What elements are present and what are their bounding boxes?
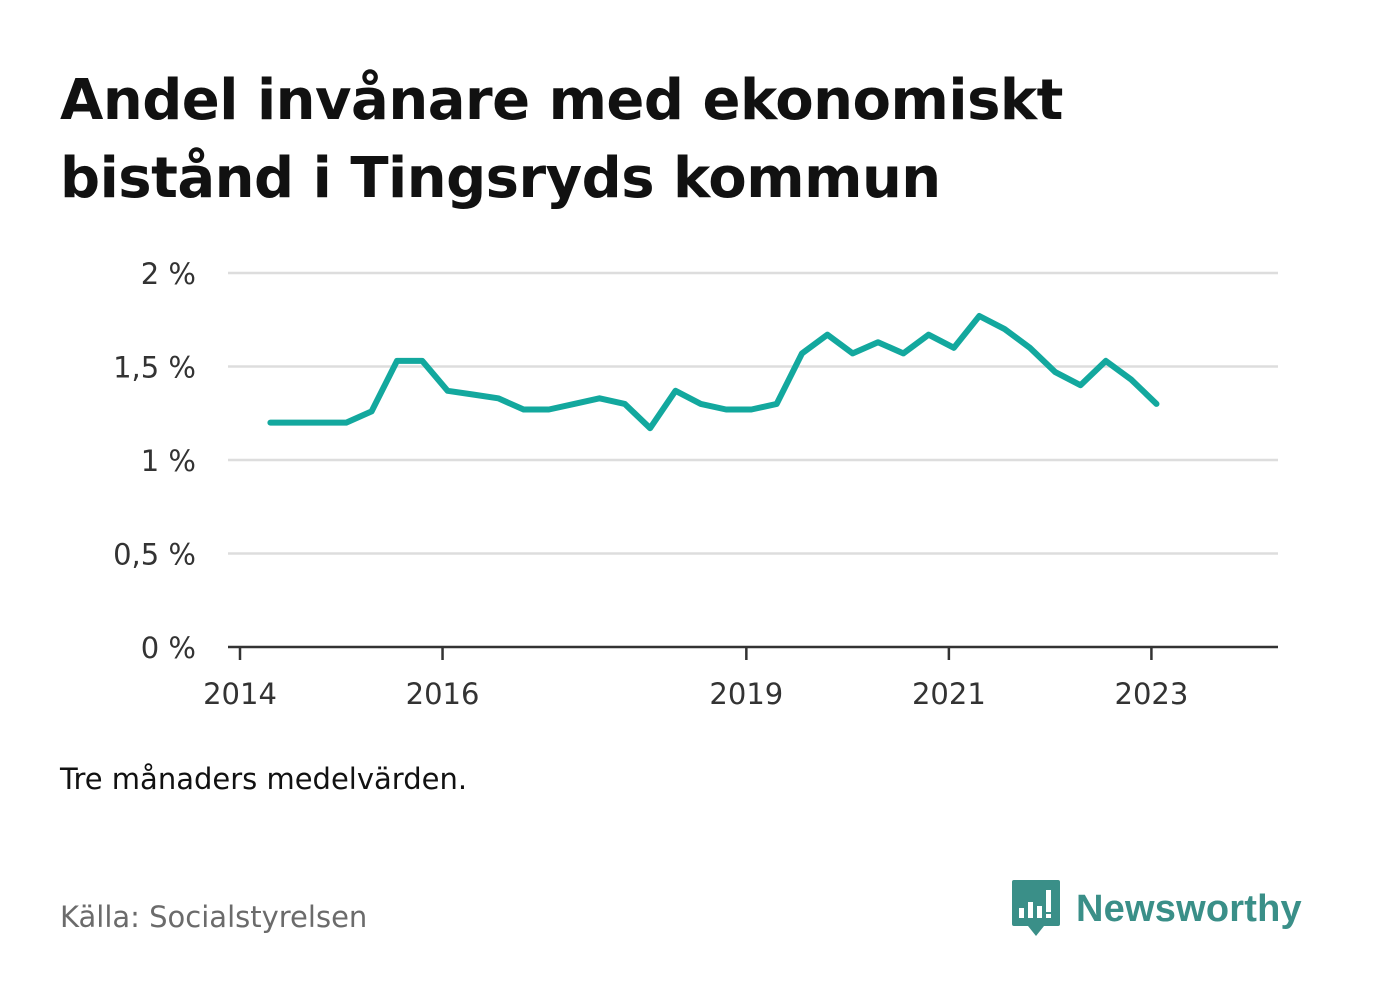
data-point <box>293 420 299 426</box>
data-point <box>445 388 451 394</box>
y-tick-label: 0,5 % <box>113 538 196 572</box>
data-point <box>546 407 552 413</box>
data-point <box>1002 326 1008 332</box>
data-point <box>369 408 375 414</box>
data-point <box>597 395 603 401</box>
data-point <box>748 407 754 413</box>
data-point <box>495 395 501 401</box>
data-point <box>875 339 881 345</box>
data-point <box>267 420 273 426</box>
x-tick-label: 2014 <box>203 677 277 711</box>
source-text: Källa: Socialstyrelsen <box>60 900 368 934</box>
data-point <box>976 313 982 319</box>
data-point <box>647 425 653 431</box>
data-point <box>1078 382 1084 388</box>
gridlines <box>228 271 1278 555</box>
data-point <box>926 332 932 338</box>
series-group <box>267 313 1160 432</box>
chart-title: Andel invånare med ekonomiskt bistånd i … <box>60 68 1063 211</box>
data-point <box>419 358 425 364</box>
x-tick-label: 2019 <box>709 677 783 711</box>
data-point <box>571 401 577 407</box>
data-point <box>394 358 400 364</box>
x-tick-label: 2023 <box>1115 677 1189 711</box>
newsworthy-logo[interactable]: Newsworthy <box>1010 878 1302 940</box>
data-point <box>1027 345 1033 351</box>
data-point <box>850 350 856 356</box>
data-point <box>343 420 349 426</box>
data-point <box>824 332 830 338</box>
data-point <box>1103 358 1109 364</box>
data-point <box>1128 377 1134 383</box>
data-point <box>774 401 780 407</box>
data-point <box>470 392 476 398</box>
data-point <box>900 350 906 356</box>
data-point <box>1153 401 1159 407</box>
x-tick-label: 2016 <box>406 677 480 711</box>
series-line <box>267 313 1160 432</box>
chart-note: Tre månaders medelvärden. <box>60 762 468 796</box>
y-tick-label: 0 % <box>141 631 196 665</box>
data-point <box>951 345 957 351</box>
y-tick-label: 1 % <box>141 444 196 478</box>
data-point <box>521 407 527 413</box>
data-point <box>672 388 678 394</box>
y-tick-label: 2 % <box>141 257 196 291</box>
data-point <box>622 401 628 407</box>
data-point <box>723 407 729 413</box>
logo-text: Newsworthy <box>1076 887 1302 930</box>
data-point <box>1052 369 1058 375</box>
data-point <box>799 350 805 356</box>
y-tick-label: 1,5 % <box>113 351 196 385</box>
data-point <box>318 420 324 426</box>
data-point <box>698 401 704 407</box>
x-axis-ticks: 2014 2016 2019 2021 2023 <box>203 647 1188 711</box>
x-tick-label: 2021 <box>912 677 986 711</box>
y-axis-ticks: 0 % 0,5 % 1 % 1,5 % 2 % <box>113 257 196 665</box>
newsworthy-chart-bubble-icon <box>1012 880 1060 936</box>
